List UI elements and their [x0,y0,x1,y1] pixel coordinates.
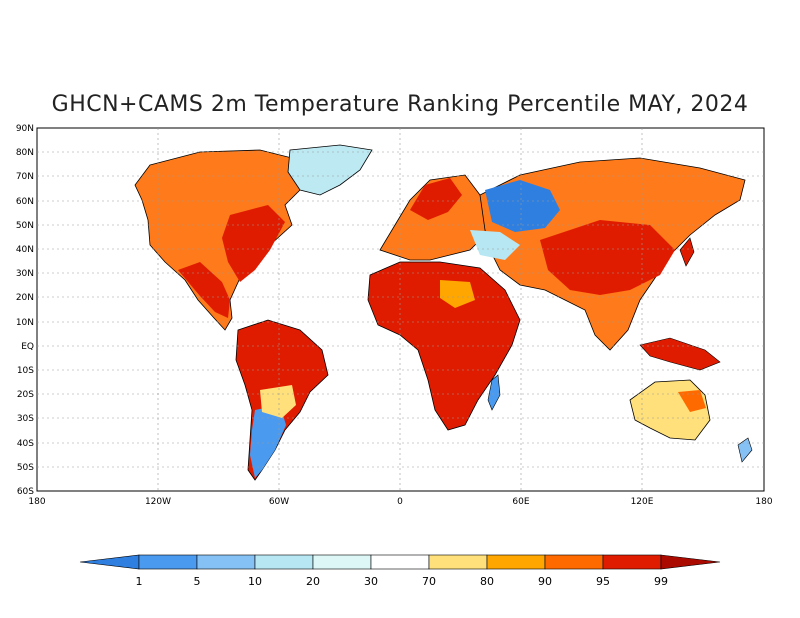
map-anomaly-layer [134,144,753,481]
colorbar-high-arrow [660,554,721,570]
colorbar-label-80: 80 [480,575,494,588]
lat-label-10n: 10N [16,318,34,328]
south-america-light [260,385,296,418]
mexico-red [178,262,230,318]
lat-label-50s: 50S [17,463,34,473]
russia-light-blue [470,230,520,260]
lon-label-60w: 60W [269,497,289,507]
lon-label-180e: 180 [755,497,772,507]
colorbar-swatch-4 [312,554,372,570]
madagascar [487,374,501,411]
lat-label-30s: 30S [17,414,34,424]
colorbar-swatch-6 [428,554,488,570]
colorbar-swatch-2 [196,554,256,570]
colorbar-label-95: 95 [596,575,610,588]
east-us-red [222,205,285,282]
colorbar-swatch-1 [138,554,198,570]
scandinavia-red [410,178,462,220]
lat-label-50n: 50N [16,221,34,231]
colorbar-swatch-3 [254,554,314,570]
map-title: GHCN+CAMS 2m Temperature Ranking Percent… [51,92,749,117]
colorbar-label-90: 90 [538,575,552,588]
lon-label-0: 0 [397,497,403,507]
colorbar-low-arrow [79,554,140,570]
longitude-labels: 180 120W 60W 0 60E 120E 180 [28,497,772,507]
lat-label-40n: 40N [16,245,34,255]
lat-label-60n: 60N [16,197,34,207]
lat-label-90n: 90N [16,124,34,134]
africa-orange-patch [440,280,475,308]
russia-blue-anomaly [485,180,560,232]
colorbar-label-5: 5 [194,575,201,588]
new-zealand [737,437,753,463]
colorbar-label-99: 99 [654,575,668,588]
colorbar-labels: 1 5 10 20 30 70 80 90 95 99 [136,575,669,588]
lat-label-30n: 30N [16,269,34,279]
lon-label-180w: 180 [28,497,45,507]
colorbar-label-30: 30 [364,575,378,588]
greenland-region [287,144,373,196]
lat-label-10s: 10S [17,366,34,376]
lat-label-20n: 20N [16,293,34,303]
lat-label-20s: 20S [17,390,34,400]
colorbar-label-70: 70 [422,575,436,588]
lat-label-60s: 60S [17,487,34,497]
lon-label-60e: 60E [512,497,529,507]
japan-region [679,237,695,267]
lon-label-120e: 120E [631,497,654,507]
south-america-blue [250,405,286,478]
colorbar-swatch-7 [486,554,546,570]
lat-label-70n: 70N [16,172,34,182]
indonesia-region [639,337,721,371]
colorbar-label-10: 10 [248,575,262,588]
colorbar-label-20: 20 [306,575,320,588]
australia-orange [678,390,706,412]
lat-label-40s: 40S [17,439,34,449]
colorbar-label-1: 1 [136,575,143,588]
colorbar-swatch-8 [544,554,604,570]
lon-label-120w: 120W [145,497,171,507]
colorbar-swatch-5 [370,554,430,570]
colorbar-swatch-9 [602,554,662,570]
lat-label-eq: EQ [21,342,34,352]
map-gridlines [37,128,764,491]
latitude-labels: 90N 80N 70N 60N 50N 40N 30N 20N 10N EQ 1… [16,124,34,497]
colorbar [79,554,721,570]
lat-label-80n: 80N [16,148,34,158]
asia-red [540,220,675,295]
